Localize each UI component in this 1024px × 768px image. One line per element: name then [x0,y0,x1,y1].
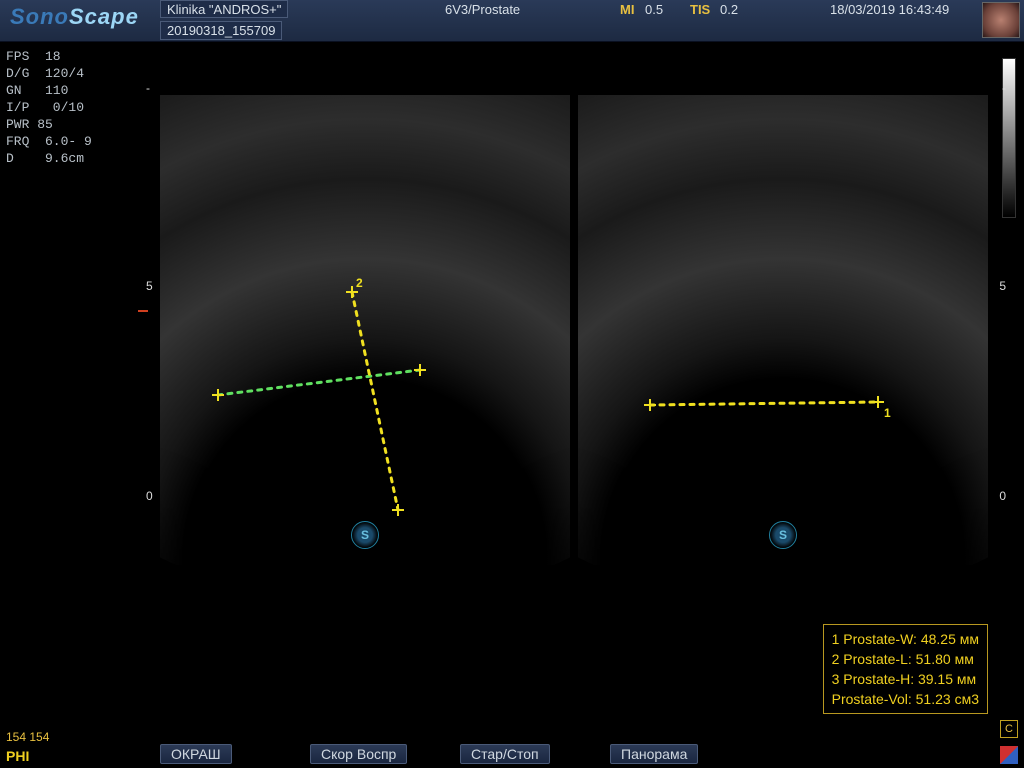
clinic-name-field[interactable]: Klinika "ANDROS+" [160,0,288,18]
param-d: D 9.6cm [6,150,92,167]
mi-label: MI [620,2,634,20]
measurement-line-1: 1 Prostate-W: 48.25 мм [832,629,979,649]
param-dg: D/G 120/4 [6,65,92,82]
scale-tick: - [146,81,150,95]
brand-part-b: Scape [69,4,139,29]
datetime-label: 18/03/2019 16:43:49 [830,2,949,20]
phi-indicator: PHI [6,748,29,764]
brand-part-a: Sono [10,4,69,29]
tis-value: 0.2 [720,2,738,20]
top-header-bar: SonoScape Klinika "ANDROS+" 6V3/Prostate… [0,0,1024,42]
fan-image-right [578,55,988,565]
param-ip: I/P 0/10 [6,99,92,116]
scale-tick: 0 [999,489,1006,503]
param-gn: GN 110 [6,82,92,99]
scan-sector-left[interactable]: S [160,55,570,565]
measurement-line-vol: Prostate-Vol: 51.23 см3 [832,689,979,709]
probe-orientation-marker-right: S [769,521,797,549]
depth-scale-left: - 5 0 [146,55,160,565]
softkey-startstop[interactable]: Стар/Стоп [460,744,550,764]
caliper-cross-icon[interactable] [212,389,224,401]
fan-mask [578,55,988,95]
corner-print-icon[interactable] [1000,746,1018,764]
param-pwr: PWR 85 [6,116,92,133]
corner-c-icon[interactable]: C [1000,720,1018,738]
softkey-playback[interactable]: Скор Воспр [310,744,407,764]
exam-id-field[interactable]: 20190318_155709 [160,21,282,40]
scan-sector-right[interactable]: S [578,55,988,565]
scale-tick: 5 [999,279,1006,293]
measurement-line-2: 2 Prostate-L: 51.80 мм [832,649,979,669]
brand-logo: SonoScape [10,4,139,30]
measurement-line-3: 3 Prostate-H: 39.15 мм [832,669,979,689]
caliper-cross-icon[interactable] [872,396,884,408]
param-fps: FPS 18 [6,48,92,65]
caliper-cross-icon[interactable] [392,504,404,516]
scale-tick: 0 [146,489,153,503]
scale-tick: - [1002,81,1006,95]
probe-orientation-marker-left: S [351,521,379,549]
caliper-label-2: 2 [356,276,363,290]
cine-frame-numbers: 154 154 [6,730,49,744]
caliper-cross-icon[interactable] [414,364,426,376]
measurement-results-box[interactable]: 1 Prostate-W: 48.25 мм 2 Prostate-L: 51.… [823,624,988,714]
depth-scale-right: - 5 0 [992,55,1006,565]
fan-mask [160,55,570,95]
scale-tick: 5 [146,279,153,293]
softkey-color[interactable]: ОКРАШ [160,744,232,764]
imaging-parameters-panel: FPS 18 D/G 120/4 GN 110 I/P 0/10 PWR 85 … [6,48,92,167]
ultrasound-image-area[interactable]: S S [160,55,990,605]
mi-value: 0.5 [645,2,663,20]
body-marker-thumbnail[interactable] [982,2,1020,38]
probe-preset-label: 6V3/Prostate [445,2,520,20]
param-frq: FRQ 6.0- 9 [6,133,92,150]
caliper-cross-icon[interactable] [644,399,656,411]
tis-label: TIS [690,2,710,20]
softkey-panorama[interactable]: Панорама [610,744,698,764]
caliper-label-1: 1 [884,406,891,420]
fan-image-left [160,55,570,565]
